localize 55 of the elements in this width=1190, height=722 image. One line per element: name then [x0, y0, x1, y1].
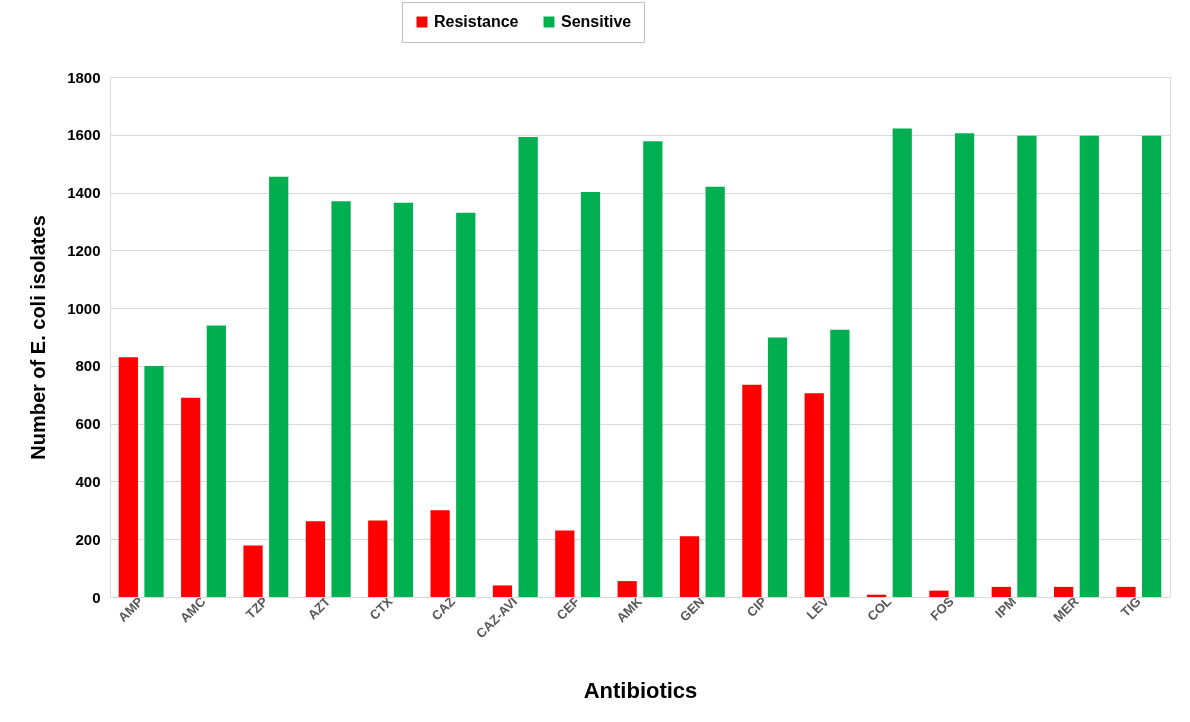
bar: [492, 585, 513, 597]
x-tick-label: TIG: [1117, 593, 1144, 620]
bar: [118, 357, 138, 597]
bar: [830, 329, 850, 597]
bar: [617, 581, 637, 597]
y-tick-label: 1400: [67, 184, 101, 202]
bar: [1079, 135, 1099, 597]
bar: [269, 176, 289, 597]
y-axis-title: Number of E. coli isolates: [27, 215, 50, 460]
bar: [767, 337, 788, 597]
bar: [243, 545, 263, 597]
x-tick-label: TZP: [242, 593, 272, 622]
bar: [742, 384, 762, 597]
bar: [954, 133, 975, 597]
legend-label: Sensitive: [561, 13, 632, 30]
bar: [643, 141, 663, 597]
bar: [804, 393, 824, 597]
y-tick-label: 200: [75, 530, 101, 548]
bar: [679, 536, 700, 597]
bar: [1142, 135, 1162, 597]
bar: [705, 186, 725, 597]
bar: [368, 520, 388, 597]
y-tick-label: 1600: [67, 126, 101, 144]
y-tick-label: 400: [75, 472, 101, 490]
bar: [1017, 135, 1037, 597]
x-tick-label: AZT: [304, 593, 334, 623]
bar: [892, 128, 912, 597]
bar: [580, 191, 601, 597]
x-tick-label: COL: [864, 593, 895, 624]
bar: [929, 590, 949, 597]
y-tick-label: 600: [75, 415, 101, 433]
bar: [1116, 586, 1136, 597]
bar: [430, 510, 450, 597]
bar: [991, 586, 1011, 597]
bar: [555, 530, 575, 597]
x-tick-label: IPM: [992, 593, 1020, 621]
x-tick-label: CIP: [743, 593, 770, 620]
y-tick-label: 1800: [67, 68, 101, 86]
y-tick-label: 0: [92, 588, 101, 606]
x-axis-title: Antibiotics: [583, 678, 698, 704]
bar: [331, 201, 351, 597]
bar: [144, 365, 164, 597]
bar: [393, 202, 414, 597]
bar: [518, 137, 538, 597]
bar: [305, 521, 326, 597]
bar: [206, 325, 226, 597]
y-tick-label: 1000: [67, 299, 101, 317]
bar: [1054, 586, 1074, 597]
bar: [456, 212, 476, 597]
y-tick-label: 800: [75, 357, 101, 375]
x-tick-label: CEF: [553, 593, 583, 623]
y-tick-label: 1200: [67, 241, 101, 259]
legend-label: Resistance: [434, 13, 519, 30]
bar: [181, 397, 201, 597]
x-tick-label: CTX: [366, 593, 396, 623]
